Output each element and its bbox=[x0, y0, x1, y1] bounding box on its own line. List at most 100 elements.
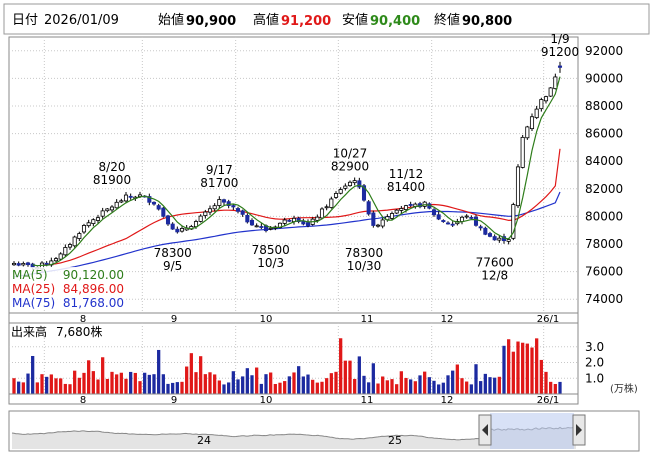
candlestick bbox=[203, 209, 208, 219]
volume-bar bbox=[483, 373, 487, 394]
volume-bar bbox=[68, 384, 72, 394]
price-x-tick-label: 9 bbox=[171, 314, 177, 325]
candlestick bbox=[105, 208, 110, 213]
candlestick bbox=[399, 205, 404, 214]
navigator-label-24: 24 bbox=[197, 434, 211, 447]
volume-bar bbox=[157, 349, 161, 394]
volume-bar bbox=[474, 364, 478, 394]
volume-bar bbox=[189, 353, 193, 394]
volume-bar bbox=[558, 381, 562, 394]
candlestick bbox=[529, 113, 535, 132]
candlestick bbox=[473, 214, 479, 227]
volume-bar bbox=[427, 377, 431, 394]
volume-bar bbox=[311, 379, 315, 394]
candlestick bbox=[25, 261, 31, 267]
navigator-panel[interactable]: 24 25 bbox=[8, 410, 640, 452]
annotation-date: 1/9 bbox=[550, 32, 569, 46]
open-value: 90,900 bbox=[186, 14, 236, 29]
volume-bar bbox=[301, 376, 305, 394]
volume-bar bbox=[143, 372, 147, 394]
volume-bar bbox=[152, 374, 156, 394]
candlestick bbox=[165, 214, 171, 226]
volume-x-tick-label: 9 bbox=[171, 395, 177, 406]
candlestick bbox=[287, 218, 292, 223]
volume-bar bbox=[525, 343, 529, 394]
volume-bar bbox=[194, 372, 198, 394]
candlestick bbox=[380, 217, 385, 229]
price-tick-label: 74000 bbox=[585, 292, 623, 306]
candlestick bbox=[324, 204, 329, 211]
navigator-range-window[interactable] bbox=[490, 413, 574, 449]
volume-bar bbox=[395, 384, 399, 394]
volume-bar bbox=[175, 382, 179, 394]
volume-x-tick-label: 10 bbox=[260, 395, 273, 406]
volume-bar bbox=[45, 376, 49, 394]
candlestick bbox=[245, 213, 250, 224]
candlestick bbox=[77, 231, 82, 242]
navigator-right-handle[interactable] bbox=[572, 414, 586, 446]
volume-bar bbox=[362, 375, 366, 394]
candlestick bbox=[445, 221, 451, 225]
volume-x-tick-label: 8 bbox=[80, 395, 86, 406]
annotation-date: 11/12 bbox=[389, 167, 424, 181]
volume-bar bbox=[180, 381, 184, 394]
volume-bar bbox=[287, 376, 291, 394]
volume-panel[interactable]: 3.0 2.01.0 出来高 7,680株 (万株) bbox=[8, 322, 638, 395]
volume-bar bbox=[502, 345, 506, 394]
volume-bar bbox=[441, 382, 445, 394]
volume-grid bbox=[9, 323, 578, 394]
price-x-tick-label: 11 bbox=[361, 314, 374, 325]
annotation-value: 81700 bbox=[200, 176, 238, 190]
volume-tick-label: 1.0 bbox=[585, 371, 604, 385]
candlestick bbox=[408, 201, 413, 207]
volume-bar bbox=[357, 356, 361, 394]
volume-bar bbox=[283, 381, 287, 394]
candlestick bbox=[375, 223, 381, 228]
open-label: 始値 bbox=[158, 12, 184, 28]
volume-bar bbox=[451, 370, 455, 394]
ma25-path bbox=[41, 148, 561, 266]
ma5-line bbox=[32, 76, 561, 267]
candlestick bbox=[296, 216, 301, 224]
annotation-value: 81400 bbox=[387, 180, 425, 194]
candlestick bbox=[557, 61, 563, 73]
ma5-path bbox=[32, 76, 561, 267]
volume-unit: (万株) bbox=[610, 382, 638, 395]
candlestick bbox=[543, 95, 549, 104]
legend-ma75-value: 81,768.00 bbox=[63, 296, 124, 310]
candlestick bbox=[249, 218, 255, 226]
volume-tick-label: 2.0 bbox=[585, 356, 604, 370]
volume-bar bbox=[544, 371, 548, 394]
volume-bar bbox=[320, 381, 324, 394]
low-value: 90,400 bbox=[370, 14, 420, 29]
navigator-left-handle[interactable] bbox=[478, 414, 492, 446]
price-tick-label: 78000 bbox=[585, 237, 623, 251]
volume-bar bbox=[446, 375, 450, 394]
volume-bar bbox=[245, 368, 249, 394]
volume-bar bbox=[539, 359, 543, 394]
volume-bar bbox=[535, 338, 539, 394]
candlestick bbox=[305, 219, 311, 228]
annotation-date: 10/27 bbox=[333, 146, 368, 160]
volume-x-tick-label: 26/1 bbox=[537, 395, 559, 406]
volume-bar bbox=[17, 381, 21, 394]
price-grid bbox=[9, 37, 578, 313]
volume-bar bbox=[147, 374, 151, 394]
candlestick bbox=[492, 234, 497, 241]
volume-bar bbox=[329, 373, 333, 394]
date-value: 2026/01/09 bbox=[44, 13, 119, 28]
price-panel[interactable]: 92000 90000 88000 86000 84000 82000 80000 78000… bbox=[8, 32, 623, 314]
candlestick bbox=[319, 207, 325, 220]
volume-value: 7,680株 bbox=[56, 324, 102, 339]
candlestick bbox=[478, 224, 483, 231]
volume-bar bbox=[87, 360, 91, 394]
annotation-date: 9/5 bbox=[163, 259, 182, 273]
close-value: 90,800 bbox=[462, 14, 512, 29]
candlestick bbox=[16, 261, 21, 267]
